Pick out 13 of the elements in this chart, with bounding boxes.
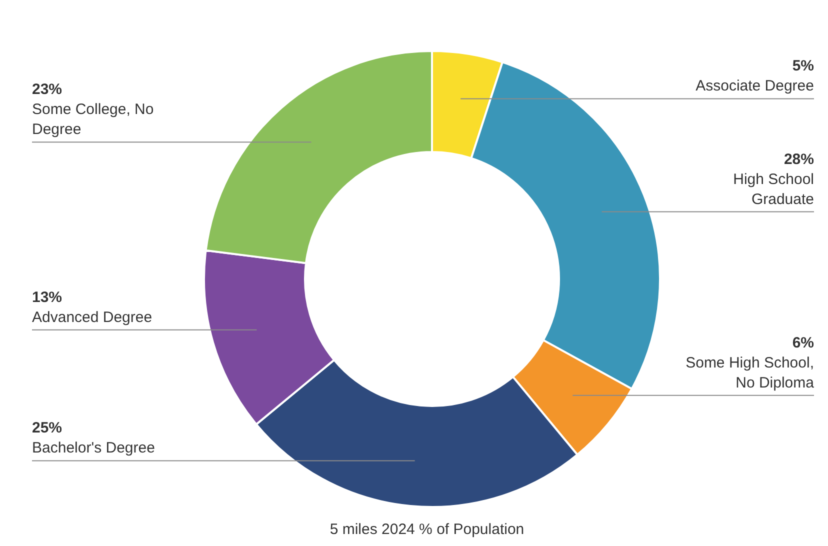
data-label: 25%: [32, 420, 62, 437]
slice-label: Associate Degree: [696, 78, 814, 95]
slice-label: Some High School, No Diploma: [686, 354, 815, 392]
data-label: 28%: [784, 150, 814, 168]
data-label: 6%: [792, 334, 814, 352]
slice-label: Bachelor's Degree: [32, 440, 155, 457]
data-label: 5%: [792, 58, 814, 75]
slice-label: Some College, No Degree: [32, 101, 154, 138]
slice-label: Advanced Degree: [32, 308, 152, 326]
data-label: 13%: [32, 288, 62, 306]
text: 5 miles 2024 % of Population: [330, 521, 524, 538]
slice-label: High School Graduate: [733, 170, 814, 208]
data-label: 23%: [32, 81, 62, 98]
